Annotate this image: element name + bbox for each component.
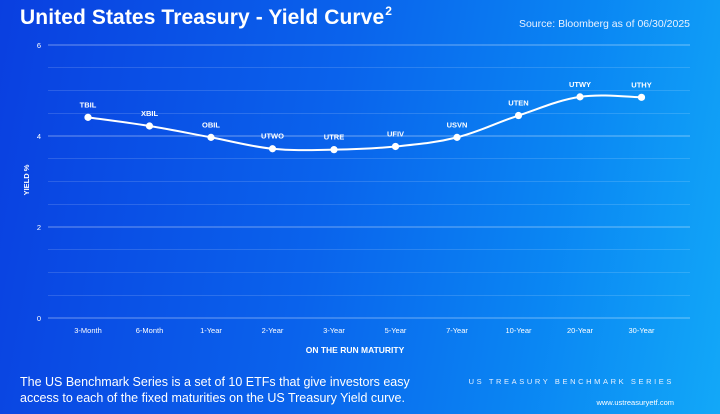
- data-point: [576, 93, 584, 101]
- point-label: UTWO: [261, 132, 284, 141]
- gridlines: [48, 44, 690, 319]
- y-tick-label: 0: [37, 314, 41, 323]
- point-label: UTHY: [631, 80, 651, 89]
- series-description: The US Benchmark Series is a set of 10 E…: [20, 375, 410, 405]
- point-labels: TBIL XBIL OBIL UTWO UTRE UFIV USVN UTEN UTWY UTHY: [80, 80, 652, 142]
- y-axis-ticks: 0 2 4 6: [37, 41, 41, 323]
- point-label: USVN: [447, 120, 468, 129]
- point-label: UFIV: [387, 129, 404, 138]
- x-axis-ticks: 3-Month 6-Month 1-Year 2-Year 3-Year 5-Year 7-…: [74, 326, 655, 335]
- x-tick-label: 10-Year: [506, 326, 532, 335]
- x-tick-label: 3-Year: [323, 326, 345, 335]
- data-point: [207, 133, 215, 141]
- title-footnote-marker: 2: [385, 4, 393, 18]
- yield-curve-line: [87, 94, 643, 152]
- chart-title-text: United States Treasury - Yield Curve: [20, 6, 385, 29]
- website-url: www.ustreasuryetf.com: [596, 398, 674, 407]
- data-point: [391, 142, 400, 151]
- x-tick-label: 1-Year: [200, 326, 222, 335]
- y-tick-label: 2: [37, 223, 41, 232]
- x-axis-label: ON THE RUN MATURITY: [306, 345, 405, 355]
- point-label: TBIL: [80, 100, 97, 109]
- y-tick-label: 4: [37, 132, 41, 141]
- x-tick-label: 5-Year: [385, 326, 407, 335]
- x-tick-label: 3-Month: [74, 326, 102, 335]
- y-tick-label: 6: [37, 41, 41, 50]
- point-label: OBIL: [202, 120, 220, 129]
- data-point: [453, 133, 461, 141]
- data-point: [514, 111, 523, 120]
- x-tick-label: 30-Year: [629, 326, 655, 335]
- x-tick-label: 20-Year: [567, 326, 593, 335]
- data-point: [268, 145, 277, 153]
- data-point: [637, 93, 646, 101]
- data-points: [84, 93, 646, 154]
- chart-title: United States Treasury - Yield Curve2: [20, 4, 392, 30]
- point-label: UTWY: [569, 80, 591, 89]
- x-tick-label: 2-Year: [262, 326, 284, 335]
- point-label: UTRE: [324, 133, 344, 142]
- y-axis-label: YIELD %: [22, 164, 31, 195]
- data-point: [84, 113, 92, 121]
- series-name: US TREASURY BENCHMARK SERIES: [468, 377, 674, 386]
- point-label: XBIL: [141, 109, 159, 118]
- data-point: [330, 146, 338, 154]
- data-point: [145, 122, 154, 130]
- x-tick-label: 6-Month: [136, 326, 164, 335]
- source-note: Source: Bloomberg as of 06/30/2025: [518, 18, 690, 30]
- point-label: UTEN: [508, 99, 528, 108]
- x-tick-label: 7-Year: [446, 326, 468, 335]
